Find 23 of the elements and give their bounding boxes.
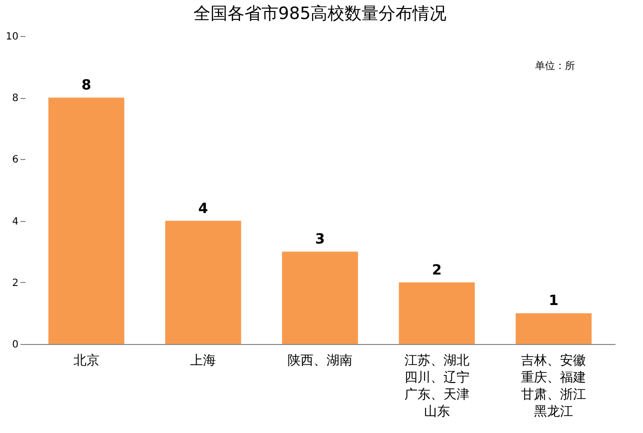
data-label: 1 [548, 293, 559, 310]
bar [48, 98, 124, 344]
y-tick-label: 2 [12, 278, 18, 289]
bar [282, 252, 358, 344]
bar [516, 313, 592, 344]
y-tick-label: 0 [12, 340, 18, 350]
x-tick-label: 江苏、湖北四川、辽宁广东、天津山东 [404, 354, 470, 420]
x-tick-label: 北京 [73, 354, 100, 368]
data-label: 2 [432, 262, 442, 278]
data-label: 8 [81, 78, 92, 94]
x-tick-label: 陕西、湖南 [288, 354, 352, 368]
bar [165, 220, 242, 344]
data-label: 3 [315, 232, 325, 248]
chart-title: 全国各省市985高校数量分布情况 [193, 4, 447, 24]
y-tick-label: 10 [6, 32, 18, 42]
bar [398, 282, 475, 344]
x-tick-label: 吉林、安徽重庆、福建甘肃、浙江黑龙江 [521, 352, 586, 420]
data-label: 4 [198, 200, 208, 217]
y-tick-label: 6 [12, 154, 18, 166]
x-tick-label: 上海 [190, 354, 216, 368]
y-tick-label: 8 [12, 93, 18, 104]
y-tick-label: 4 [12, 216, 18, 228]
annotation: 单位：所 [535, 60, 575, 72]
